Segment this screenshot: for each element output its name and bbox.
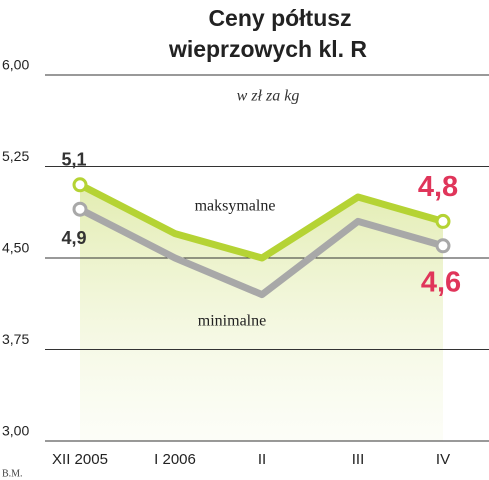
marker — [435, 238, 451, 254]
series-label: maksymalne — [195, 198, 276, 215]
marker — [435, 213, 451, 229]
credit: B.M. — [2, 468, 23, 479]
line — [78, 181, 444, 262]
marker — [72, 177, 88, 193]
x-tick-label: II — [258, 451, 266, 468]
data-label: 5,1 — [61, 150, 86, 170]
area-fill — [80, 184, 443, 442]
y-tick-label: 6,00 — [2, 57, 29, 73]
chart-title: Ceny półtusz — [208, 5, 351, 31]
chart-subtitle: w zł za kg — [237, 88, 300, 105]
y-tick-label: 3,75 — [2, 331, 29, 347]
x-tick-label: XII 2005 — [52, 451, 108, 468]
marker — [72, 201, 88, 217]
chart-title: wieprzowych kl. R — [168, 36, 367, 62]
y-tick-label: 5,25 — [2, 148, 29, 164]
y-tick-label: 4,50 — [2, 240, 29, 256]
series-label: minimalne — [198, 313, 266, 330]
y-tick-label: 3,00 — [2, 423, 29, 439]
data-label: 4,9 — [61, 228, 86, 248]
x-tick-label: IV — [436, 451, 450, 468]
data-label: 4,6 — [421, 266, 461, 298]
x-tick-label: I 2006 — [154, 451, 196, 468]
data-label: 4,8 — [418, 171, 458, 203]
x-tick-label: III — [352, 451, 365, 468]
line — [78, 206, 444, 299]
